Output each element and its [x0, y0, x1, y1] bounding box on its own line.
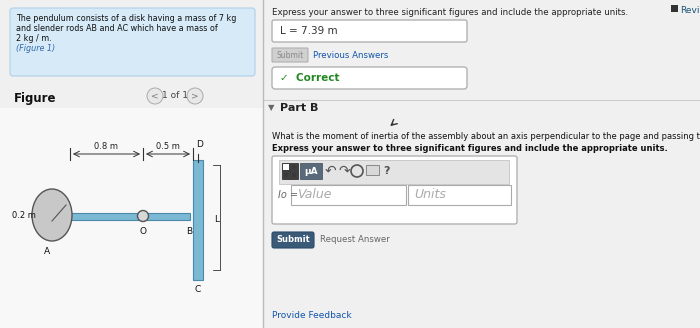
Text: C: C [195, 285, 201, 294]
Bar [671, 5, 678, 12]
Text: D: D [196, 140, 203, 149]
Text: Submit: Submit [276, 236, 310, 244]
Bar [408, 185, 511, 205]
Bar [291, 185, 406, 205]
Text: 1 of 1: 1 of 1 [162, 92, 188, 100]
Bar [279, 160, 509, 184]
Bar [283, 164, 289, 170]
Text: >: > [191, 92, 199, 100]
Bar [300, 163, 322, 179]
Text: 0.2 m: 0.2 m [12, 211, 36, 219]
Text: B: B [186, 227, 192, 236]
Text: μΑ: μΑ [304, 167, 318, 175]
Text: The pendulum consists of a disk having a mass of 7 kg: The pendulum consists of a disk having a… [16, 14, 237, 23]
Text: Value: Value [297, 189, 332, 201]
Text: Express your answer to three significant figures and include the appropriate uni: Express your answer to three significant… [272, 144, 668, 153]
Text: Express your answer to three significant figures and include the appropriate uni: Express your answer to three significant… [272, 8, 628, 17]
Text: Io =: Io = [278, 190, 298, 200]
Text: Review: Review [680, 6, 700, 15]
Circle shape [147, 88, 163, 104]
FancyBboxPatch shape [272, 48, 308, 62]
Text: <: < [151, 92, 159, 100]
FancyBboxPatch shape [272, 232, 314, 248]
Ellipse shape [32, 189, 72, 241]
FancyBboxPatch shape [272, 67, 467, 89]
Bar [52, 213, 190, 220]
Text: Previous Answers: Previous Answers [313, 51, 389, 59]
Text: Units: Units [414, 189, 446, 201]
Bar [0, 0, 263, 328]
Bar [291, 164, 297, 170]
Text: ?: ? [384, 166, 391, 176]
Bar [282, 163, 298, 179]
Text: 0.5 m: 0.5 m [156, 142, 180, 151]
Text: Submit: Submit [276, 51, 304, 59]
Bar [263, 0, 700, 328]
Text: and slender rods AB and AC which have a mass of: and slender rods AB and AC which have a … [16, 24, 218, 33]
Text: (Figure 1): (Figure 1) [16, 44, 55, 53]
Text: A: A [44, 247, 50, 256]
Text: What is the moment of inertia of the assembly about an axis perpendicular to the: What is the moment of inertia of the ass… [272, 132, 700, 141]
Bar [366, 165, 379, 175]
Text: Provide Feedback: Provide Feedback [272, 312, 351, 320]
Text: ↶: ↶ [324, 164, 336, 178]
Text: L = 7.39 m: L = 7.39 m [280, 26, 337, 36]
FancyBboxPatch shape [272, 20, 467, 42]
Bar [193, 160, 203, 280]
Circle shape [137, 211, 148, 221]
Text: Figure: Figure [14, 92, 57, 105]
Text: ↷: ↷ [338, 164, 350, 178]
Text: ▼: ▼ [268, 103, 274, 112]
Text: Request Answer: Request Answer [320, 236, 390, 244]
Circle shape [187, 88, 203, 104]
Text: L: L [214, 215, 219, 224]
Text: 0.8 m: 0.8 m [94, 142, 118, 151]
FancyBboxPatch shape [10, 8, 255, 76]
FancyBboxPatch shape [272, 156, 517, 224]
Text: 2 kg / m.: 2 kg / m. [16, 34, 52, 43]
Bar [291, 172, 297, 178]
Text: Part B: Part B [280, 103, 318, 113]
Text: ✓  Correct: ✓ Correct [280, 73, 340, 83]
Text: O: O [139, 227, 146, 236]
Bar [0, 108, 263, 328]
Bar [283, 172, 289, 178]
